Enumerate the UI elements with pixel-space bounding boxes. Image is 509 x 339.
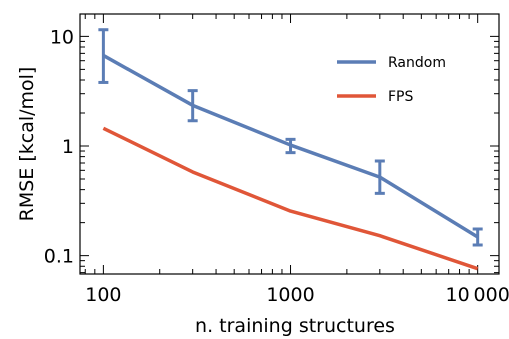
y-tick-label: 10 [50, 26, 74, 48]
plot-frame [79, 13, 500, 275]
y-axis-label: RMSE [kcal/mol] [16, 67, 38, 222]
x-tick-label: 100 [85, 284, 121, 306]
legend-label: Random [388, 55, 446, 71]
x-tick-label: 10 000 [446, 284, 509, 306]
series-layer [98, 28, 483, 271]
legend: Random FPS [337, 55, 446, 105]
legend-label: FPS [388, 89, 413, 105]
axis-ticks [80, 14, 499, 274]
tick-labels: 100 1000 10 000 0.1 1 10 [44, 26, 509, 306]
x-tick-label: 1000 [266, 284, 314, 306]
y-tick-label: 0.1 [44, 246, 74, 268]
y-tick-label: 1 [62, 136, 74, 158]
x-axis-label: n. training structures [195, 315, 395, 337]
series-line-fps [102, 126, 479, 271]
